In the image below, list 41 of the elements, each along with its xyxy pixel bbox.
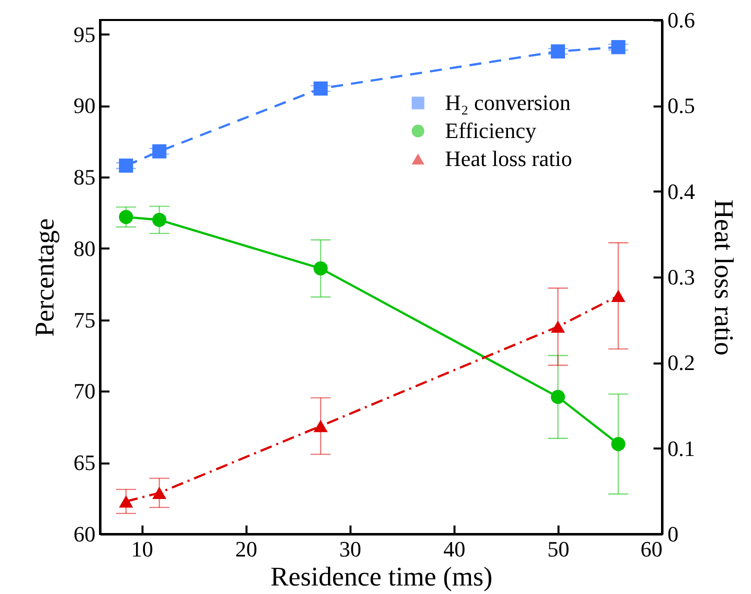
y-tick-label: 85 xyxy=(74,164,96,190)
point xyxy=(118,210,134,224)
x-tick-label: 40 xyxy=(443,536,466,562)
point xyxy=(118,158,134,173)
y-tick-label: 75 xyxy=(74,307,96,332)
y2-axis-title: Heat loss ratio xyxy=(709,200,739,356)
x-tick-label: 10 xyxy=(131,536,154,562)
point xyxy=(314,81,328,96)
x-tick-label: 20 xyxy=(235,536,258,562)
point xyxy=(314,261,328,276)
point xyxy=(314,420,328,432)
y2-tick-label: 0 xyxy=(668,522,678,546)
y-tick-label: 70 xyxy=(74,378,96,404)
y-tick-label: 65 xyxy=(74,450,96,476)
point xyxy=(611,290,626,302)
x-tick-label: 60 xyxy=(640,536,662,562)
x-tick-label: 50 xyxy=(547,536,570,562)
legend-label: H₂ conversion xyxy=(445,90,571,115)
y-tick-label: 90 xyxy=(74,93,96,118)
point xyxy=(550,44,565,58)
point xyxy=(550,390,565,404)
y2-tick-label: 0.2 xyxy=(668,350,695,376)
y2-tick-label: 0.6 xyxy=(668,8,695,32)
y-axis-title: Percentage xyxy=(30,218,60,337)
y2-tick-label: 0.3 xyxy=(668,264,695,290)
x-tick-label: 30 xyxy=(339,536,362,562)
y-tick-label: 80 xyxy=(74,236,96,261)
point xyxy=(152,212,166,227)
point xyxy=(152,144,166,158)
y2-tick-label: 0.5 xyxy=(668,93,695,118)
point xyxy=(550,320,565,333)
point xyxy=(611,436,626,452)
legend-label: Heat loss ratio xyxy=(445,146,572,171)
y2-tick-label: 0.4 xyxy=(668,178,695,204)
legend-label: Efficiency xyxy=(445,118,536,143)
point xyxy=(152,486,166,500)
point xyxy=(611,40,626,54)
x-axis-title: Residence time (ms) xyxy=(270,562,492,592)
point xyxy=(118,495,134,508)
y-tick-label: 95 xyxy=(74,22,96,47)
y2-tick-label: 0.1 xyxy=(668,436,695,461)
